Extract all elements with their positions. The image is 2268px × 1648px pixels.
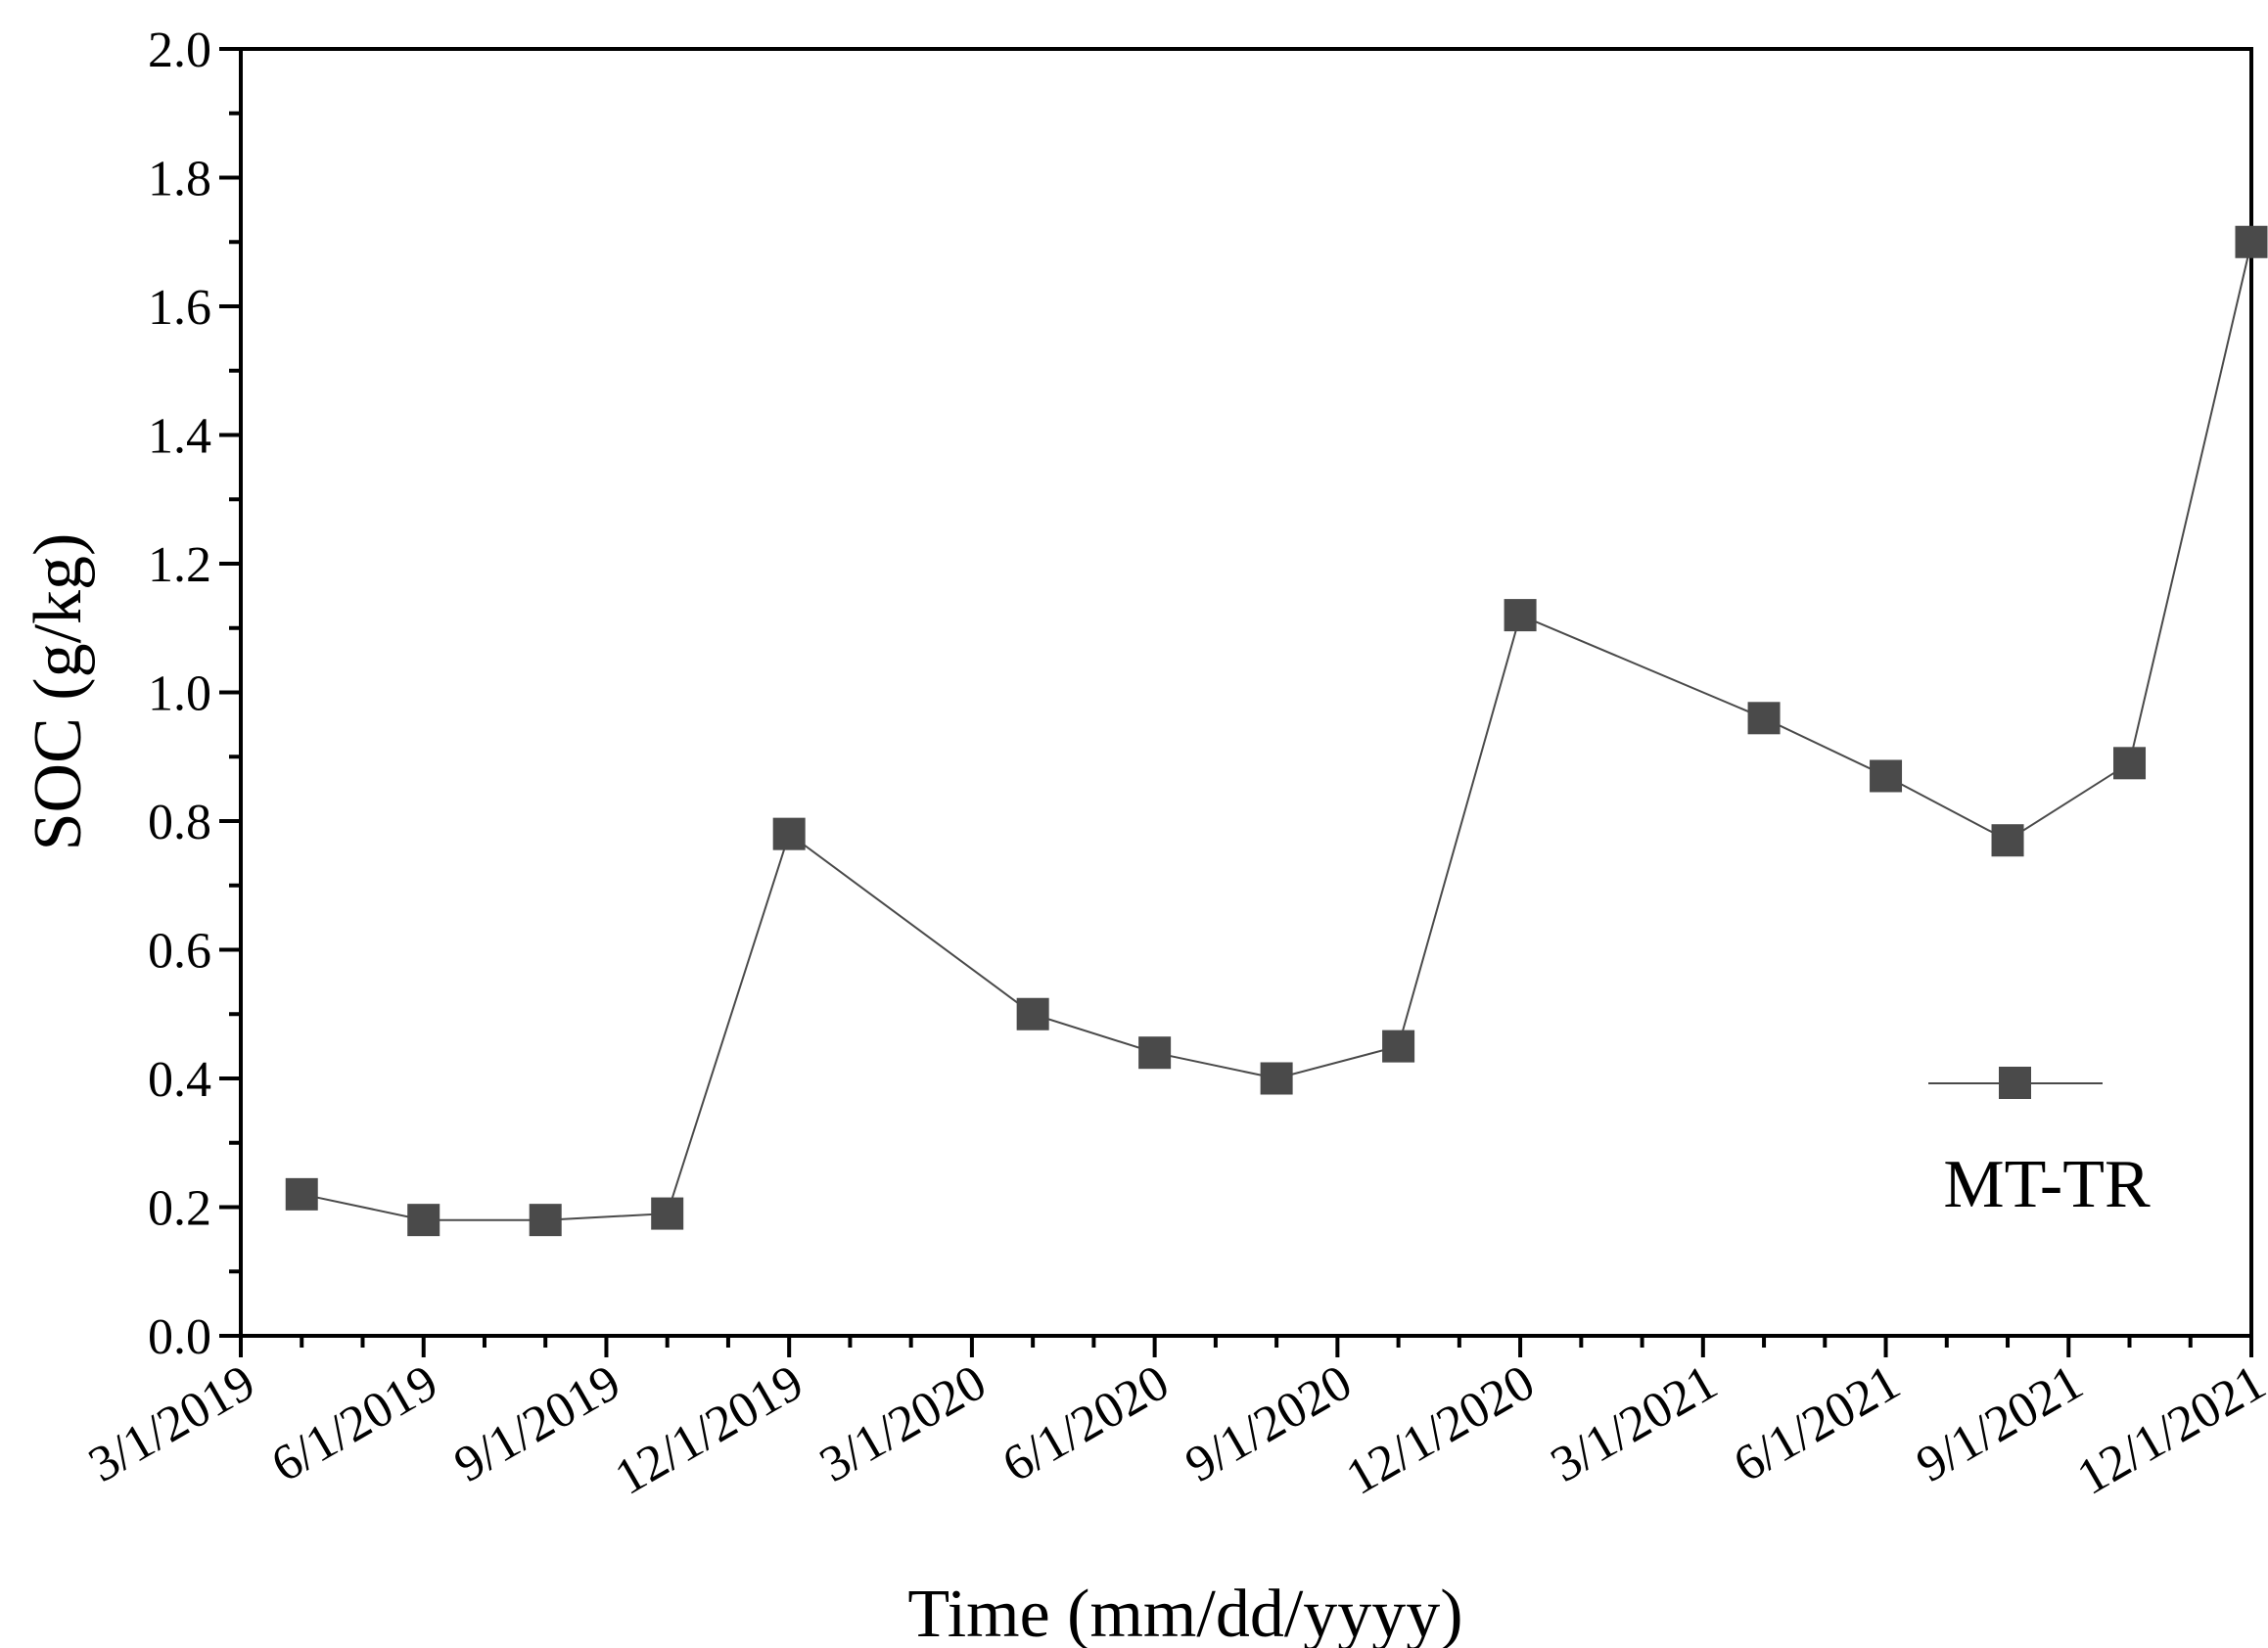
y-tick-label: 1.0 — [148, 666, 211, 722]
x-tick-label: 6/1/2021 — [1725, 1354, 1910, 1493]
plot-frame — [239, 47, 2253, 1338]
data-point — [1382, 1030, 1415, 1063]
data-point — [651, 1197, 684, 1230]
y-tick-label: 0.6 — [148, 924, 211, 980]
x-tick-label: 3/1/2021 — [1542, 1354, 1727, 1493]
data-point — [1747, 702, 1781, 735]
legend-marker — [1999, 1067, 2031, 1099]
y-axis: 0.0 0.2 0.4 0.6 0.8 1.0 1.2 1.4 1.6 1.8 2.0 — [148, 23, 241, 1365]
y-tick-label: 0.0 — [148, 1309, 211, 1365]
x-tick-label: 12/1/2019 — [606, 1354, 812, 1506]
y-tick-label: 1.8 — [148, 152, 211, 207]
x-tick-label: 9/1/2020 — [1177, 1354, 1362, 1493]
data-point — [407, 1204, 440, 1237]
y-tick-label: 2.0 — [148, 23, 211, 78]
data-point — [1138, 1036, 1172, 1070]
x-tick-label: 9/1/2019 — [445, 1354, 630, 1493]
y-tick-label: 1.6 — [148, 280, 211, 336]
data-point — [1016, 997, 1049, 1030]
data-point — [2113, 747, 2147, 780]
legend-label: MT-TR — [1943, 1147, 2151, 1222]
y-tick-label: 0.8 — [148, 795, 211, 850]
data-point — [772, 817, 806, 850]
x-tick-label: 12/1/2021 — [2068, 1354, 2268, 1506]
data-point — [1504, 599, 1537, 632]
series-markers — [285, 225, 2268, 1237]
y-tick-label: 1.4 — [148, 409, 211, 465]
legend: MT-TR — [1928, 1067, 2151, 1222]
data-point — [285, 1177, 318, 1211]
x-tick-label: 6/1/2020 — [994, 1354, 1179, 1493]
x-axis: 3/1/20196/1/20199/1/201912/1/20193/1/202… — [79, 1336, 2268, 1506]
x-tick-label: 6/1/2019 — [262, 1354, 447, 1493]
data-point — [529, 1204, 562, 1237]
data-point — [2235, 225, 2268, 258]
data-point — [1260, 1062, 1293, 1095]
x-tick-label: 12/1/2020 — [1337, 1354, 1544, 1506]
x-tick-label: 3/1/2020 — [810, 1354, 995, 1493]
data-point — [1870, 759, 1903, 793]
x-tick-label: 9/1/2021 — [1908, 1354, 2093, 1493]
y-axis-title: SOC (g/kg) — [21, 533, 96, 851]
data-point — [1991, 824, 2024, 857]
x-axis-title: Time (mm/dd/yyyy) — [907, 1577, 1462, 1648]
y-tick-label: 0.4 — [148, 1052, 211, 1108]
y-tick-label: 0.2 — [148, 1181, 211, 1237]
y-tick-label: 1.2 — [148, 537, 211, 593]
x-tick-label: 3/1/2019 — [79, 1354, 264, 1493]
